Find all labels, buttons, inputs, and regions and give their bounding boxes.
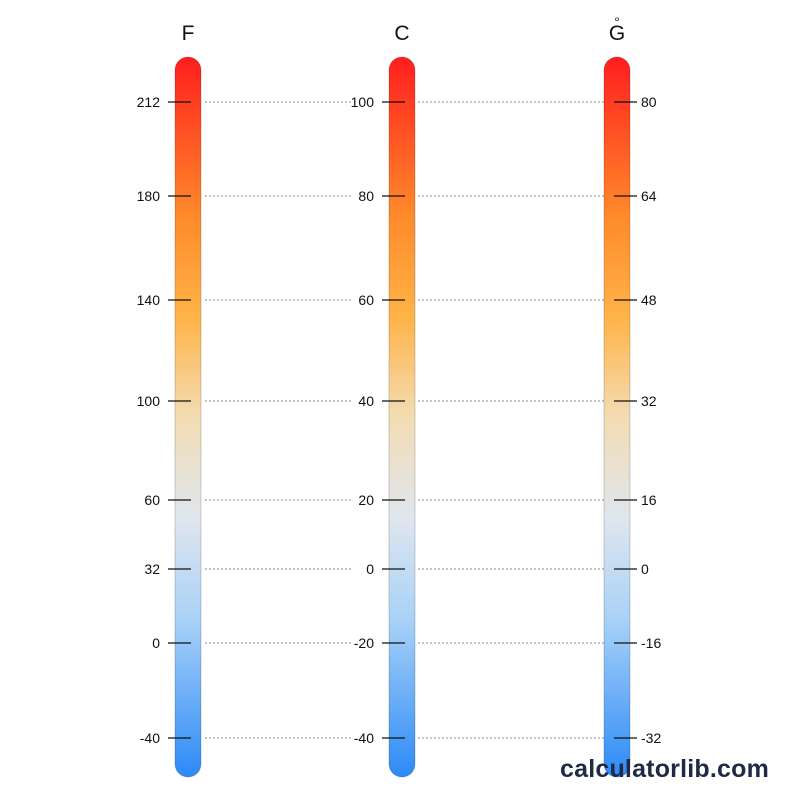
tick-label-fahrenheit: -40	[140, 730, 160, 746]
scale-title-ring-g-scale: °	[614, 14, 620, 30]
tick-marks: 212 180 140 100 60 32 0 -40 100 80 60 40 20 0 -20 -40 80…	[137, 94, 662, 746]
tick-label-fahrenheit: 212	[137, 94, 161, 110]
tick-label-fahrenheit: 140	[137, 292, 161, 308]
tick-label-fahrenheit: 180	[137, 188, 161, 204]
scale-title-celsius: C	[394, 22, 409, 45]
thermometer-tube-celsius	[388, 56, 416, 778]
tick-label-g-scale: -16	[641, 635, 661, 651]
tick-label-celsius: -20	[354, 635, 374, 651]
tick-label-g-scale: -32	[641, 730, 661, 746]
scale-titles: F C G°	[182, 14, 626, 45]
tick-label-g-scale: 0	[641, 561, 649, 577]
thermometer-tube-fahrenheit	[174, 56, 202, 778]
tick-label-fahrenheit: 32	[144, 561, 160, 577]
tick-label-g-scale: 32	[641, 393, 657, 409]
tick-label-g-scale: 64	[641, 188, 657, 204]
tick-label-g-scale: 48	[641, 292, 657, 308]
scale-title-g-scale: G	[609, 22, 625, 45]
thermometer-tube-g-scale	[603, 56, 631, 778]
tick-label-celsius: -40	[354, 730, 374, 746]
guide-lines	[205, 101, 610, 739]
tick-label-g-scale: 80	[641, 94, 657, 110]
tick-label-celsius: 100	[351, 94, 375, 110]
tick-label-fahrenheit: 0	[152, 635, 160, 651]
watermark-text: calculatorlib.com	[560, 755, 770, 783]
scale-title-fahrenheit: F	[182, 22, 195, 45]
tick-label-fahrenheit: 100	[137, 393, 161, 409]
tick-label-celsius: 60	[358, 292, 374, 308]
tick-label-celsius: 20	[358, 492, 374, 508]
tick-label-celsius: 80	[358, 188, 374, 204]
tick-label-fahrenheit: 60	[144, 492, 160, 508]
tick-label-celsius: 0	[366, 561, 374, 577]
tick-label-celsius: 40	[358, 393, 374, 409]
tick-label-g-scale: 16	[641, 492, 657, 508]
thermometer-tubes	[174, 56, 631, 778]
